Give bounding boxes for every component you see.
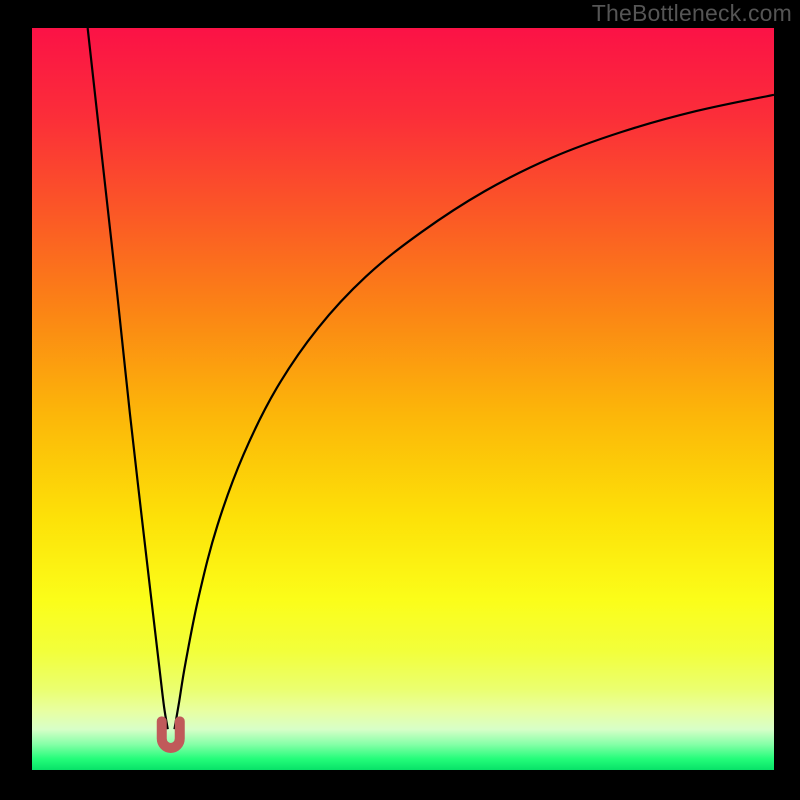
bottleneck-chart	[0, 0, 800, 800]
chart-container: TheBottleneck.com	[0, 0, 800, 800]
plot-background	[32, 28, 774, 770]
watermark-text: TheBottleneck.com	[592, 0, 792, 27]
